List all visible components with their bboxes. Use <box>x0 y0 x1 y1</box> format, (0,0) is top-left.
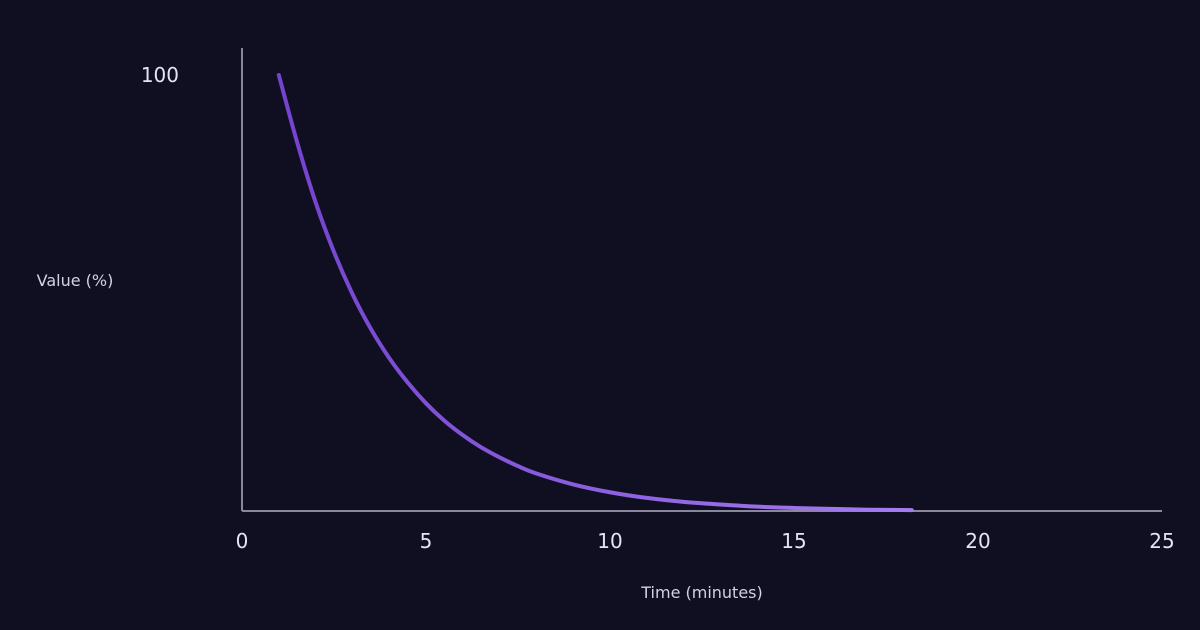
x-tick-label: 5 <box>420 529 433 553</box>
y-tick-labels: 100 <box>141 63 179 87</box>
y-axis-title: Value (%) <box>37 271 114 290</box>
x-tick-labels: 0 5 10 15 20 25 <box>236 529 1175 553</box>
x-tick-label: 20 <box>965 529 990 553</box>
x-tick-label: 0 <box>236 529 249 553</box>
x-tick-label: 25 <box>1149 529 1174 553</box>
series-layer <box>276 73 914 513</box>
x-tick-label: 10 <box>597 529 622 553</box>
series-line <box>276 73 914 513</box>
x-axis-title: Time (minutes) <box>640 583 763 602</box>
y-tick-label: 100 <box>141 63 179 87</box>
x-tick-label: 15 <box>781 529 806 553</box>
